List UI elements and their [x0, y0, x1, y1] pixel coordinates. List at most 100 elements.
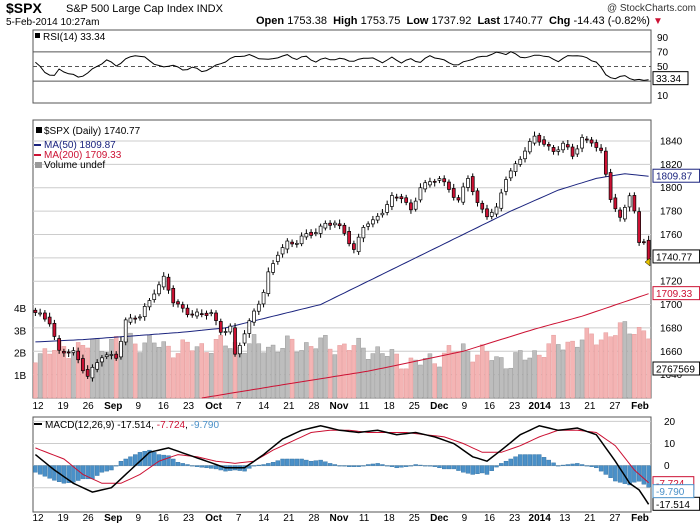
- candle-body: [627, 195, 632, 208]
- candle-body: [228, 325, 233, 333]
- rsi-legend-swatch: [35, 33, 40, 38]
- candle-body: [556, 149, 561, 152]
- candle-body: [38, 312, 42, 315]
- candle-body: [47, 316, 52, 325]
- macd-histogram-bar: [94, 465, 100, 476]
- volume-bar: [71, 352, 76, 399]
- candle-body: [546, 143, 551, 147]
- volume-bar: [484, 351, 490, 399]
- volume-bar: [128, 332, 133, 399]
- candle-body: [95, 362, 100, 370]
- macd-histogram-bar: [484, 465, 490, 475]
- volume-tick-label: 1B: [14, 371, 27, 382]
- macd-histogram-bar: [451, 465, 456, 470]
- macd-histogram-bar: [109, 465, 114, 471]
- candle-body: [195, 311, 199, 317]
- candle-body: [33, 309, 38, 313]
- macd-histogram-bar: [104, 465, 109, 472]
- macd-histogram-bar: [527, 454, 532, 466]
- volume-bar: [99, 350, 105, 399]
- candle-body: [565, 144, 570, 148]
- macd-histogram-bar: [123, 458, 128, 466]
- macd-histogram-bar: [560, 464, 566, 466]
- macd-legend-name: MACD(12,26,9): [45, 420, 117, 431]
- macd-histogram-bar: [75, 465, 81, 481]
- volume-bar: [622, 321, 628, 399]
- volume-bar: [308, 346, 314, 399]
- macd-histogram-bar: [384, 465, 390, 467]
- volume-bar: [384, 356, 390, 399]
- volume-bar: [175, 353, 181, 399]
- candle-body: [637, 211, 641, 243]
- x-axis-label-row0: 16: [484, 401, 496, 412]
- volume-bar: [613, 335, 618, 399]
- volume-bar: [247, 343, 252, 399]
- x-axis-label-row0: 14: [258, 401, 270, 412]
- volume-bar: [489, 360, 494, 399]
- candle-body: [508, 170, 513, 179]
- x-axis-label-row1: 28: [308, 513, 320, 524]
- macd-histogram-bar: [171, 458, 176, 466]
- macd-histogram-bar: [85, 465, 90, 480]
- macd-histogram-bar: [285, 458, 290, 466]
- macd-histogram-bar: [194, 465, 200, 467]
- candle-body: [447, 181, 451, 190]
- volume-bar: [394, 353, 399, 399]
- macd-histogram-bar: [251, 465, 257, 467]
- volume-bar: [603, 332, 609, 399]
- rsi-current-label-box: [652, 71, 689, 86]
- macd-line: [34, 425, 650, 505]
- volume-bar: [627, 333, 632, 399]
- ma200-current-label: 1709.33: [656, 289, 693, 300]
- volume-bar: [113, 336, 119, 399]
- volume-bar: [503, 368, 509, 399]
- x-axis-label-row1: 11: [359, 513, 370, 524]
- volume-bar: [266, 346, 271, 399]
- macd-histogram-bar: [346, 465, 352, 467]
- macd-histogram-bar: [175, 462, 181, 466]
- volume-bar: [37, 353, 43, 399]
- volume-bar: [413, 359, 418, 399]
- volume-bar: [318, 337, 323, 399]
- macd-histogram-bar: [408, 465, 414, 467]
- candle-body: [342, 224, 347, 234]
- volume-legend: Volume undef: [44, 160, 105, 171]
- price-tick-label: 1720: [660, 277, 683, 288]
- candle-body: [157, 284, 161, 295]
- volume-bar: [190, 350, 195, 399]
- candle-body: [304, 233, 309, 238]
- candle-body: [294, 243, 299, 245]
- candle-body: [147, 300, 152, 308]
- macd-histogram-bar: [403, 465, 409, 467]
- price-current-label: 1740.77: [656, 252, 693, 263]
- volume-bar: [556, 344, 561, 399]
- rsi-legend: RSI(14) 33.34: [43, 32, 106, 43]
- candle-body: [133, 317, 138, 320]
- macd-legend: MACD(12,26,9) -17.514, -7.724, -9.790: [45, 420, 219, 431]
- high-label: High: [333, 15, 358, 27]
- macd-histogram-bar: [204, 465, 209, 469]
- index-fullname: S&P 500 Large Cap Index INDX: [66, 3, 223, 15]
- volume-bar: [33, 362, 38, 399]
- macd-histogram-bar: [389, 465, 395, 467]
- candle-body: [43, 312, 47, 320]
- candle-body: [594, 142, 599, 148]
- macd-histogram-bar: [575, 463, 580, 466]
- volume-bar: [161, 341, 166, 399]
- x-axis-label-row1: 26: [83, 513, 95, 524]
- candle-body: [209, 312, 214, 314]
- macd-histogram-bar: [42, 465, 48, 477]
- candle-body: [81, 358, 85, 372]
- candle-body: [613, 197, 618, 210]
- macd-tick-label: 10: [664, 439, 676, 450]
- volume-bar: [432, 363, 437, 399]
- volume-bar: [356, 337, 361, 399]
- x-axis-label-row0: Nov: [330, 401, 349, 412]
- candle-body: [138, 316, 142, 319]
- candle-body: [404, 197, 409, 203]
- x-axis-label-row0: 2014: [529, 401, 552, 412]
- candle-body: [375, 215, 380, 221]
- candle-body: [580, 137, 584, 149]
- x-axis-label-row1: 21: [584, 513, 596, 524]
